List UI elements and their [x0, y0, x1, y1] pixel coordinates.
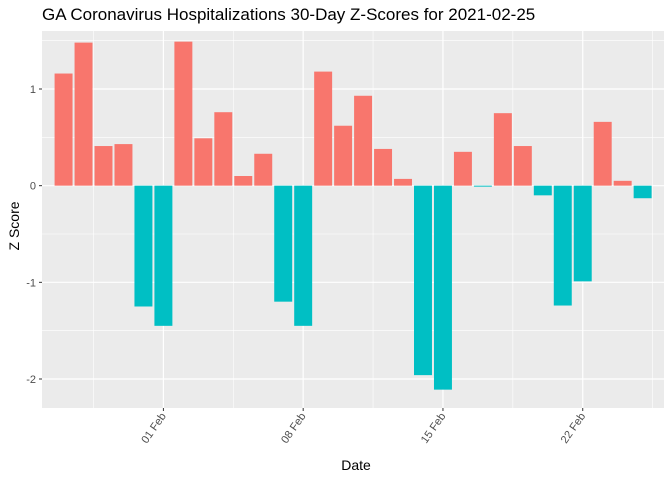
- x-tick-label: 01 Feb: [139, 411, 168, 446]
- bar-2021-02-19: [513, 146, 532, 186]
- bar-2021-02-08: [294, 185, 313, 326]
- bar-2021-02-12: [374, 148, 393, 186]
- bar-2021-02-18: [493, 113, 512, 186]
- bar-2021-02-20: [533, 185, 552, 196]
- y-tick-label: 1: [30, 84, 36, 96]
- bar-2021-02-04: [214, 112, 233, 186]
- bar-2021-02-13: [394, 178, 413, 186]
- y-tick-label: 0: [30, 181, 36, 193]
- bar-2021-02-06: [254, 153, 273, 186]
- bar-2021-02-22: [573, 185, 592, 282]
- bar-2021-02-01: [154, 185, 173, 326]
- chart-title: GA Coronavirus Hospitalizations 30-Day Z…: [42, 5, 536, 24]
- y-tick-label: -2: [26, 374, 36, 386]
- y-tick-label: -1: [26, 277, 36, 289]
- bar-2021-01-31: [134, 185, 153, 307]
- bar-2021-02-25: [633, 185, 652, 199]
- bar-2021-02-02: [174, 41, 193, 186]
- bar-2021-02-14: [414, 185, 432, 376]
- y-axis-title: Z Score: [6, 201, 22, 250]
- bar-2021-02-16: [453, 151, 472, 186]
- x-axis-title: Date: [341, 457, 371, 473]
- bar-2021-02-11: [354, 95, 373, 186]
- bar-2021-01-28: [74, 42, 93, 186]
- bars: [54, 41, 652, 390]
- bar-2021-02-05: [234, 176, 253, 186]
- bar-2021-01-30: [114, 144, 133, 186]
- bar-2021-02-10: [334, 125, 353, 186]
- bar-2021-01-29: [94, 146, 113, 186]
- x-axis: 01 Feb 08 Feb 15 Feb 22 Feb: [139, 408, 588, 446]
- bar-2021-02-09: [314, 71, 333, 186]
- bar-2021-02-23: [593, 121, 612, 186]
- bar-2021-01-27: [54, 73, 73, 186]
- x-tick-label: 08 Feb: [279, 411, 308, 446]
- bar-2021-02-17: [473, 185, 492, 187]
- x-tick-label: 15 Feb: [419, 411, 448, 446]
- bar-2021-02-03: [194, 138, 213, 186]
- bar-2021-02-24: [613, 180, 632, 186]
- y-axis: -2 -1 0 1: [26, 84, 42, 386]
- bar-2021-02-15: [433, 185, 452, 390]
- x-tick-label: 22 Feb: [559, 411, 588, 446]
- bar-2021-02-21: [553, 185, 572, 306]
- bar-2021-02-07: [274, 185, 293, 302]
